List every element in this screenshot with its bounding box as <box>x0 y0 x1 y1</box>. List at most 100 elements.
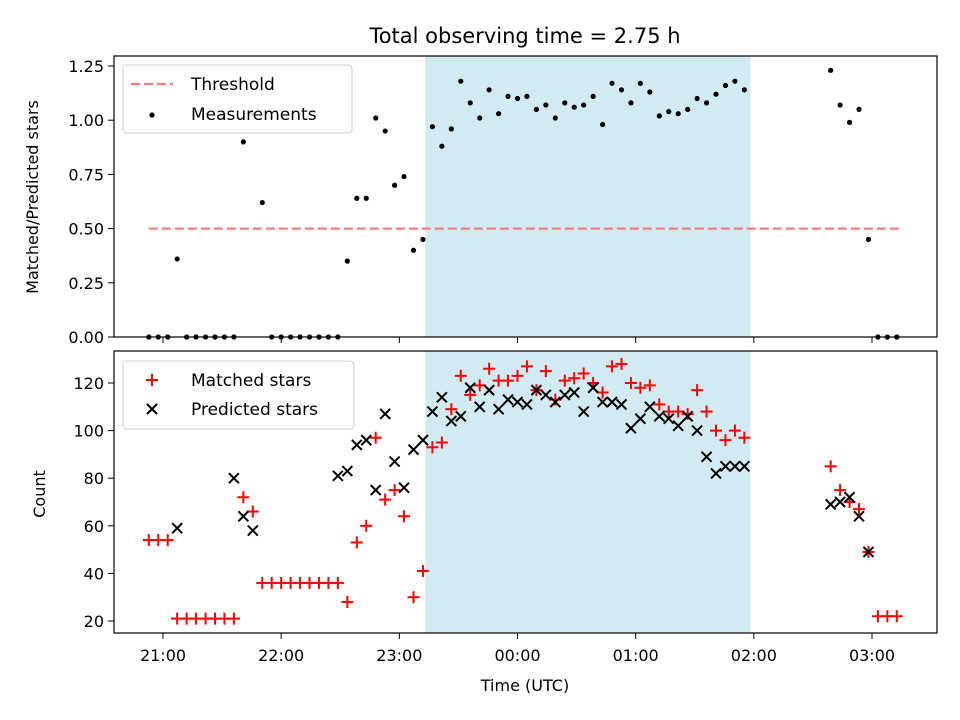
predicted-star-point <box>843 491 856 503</box>
measurement-point <box>543 102 549 108</box>
measurement-point <box>837 102 843 108</box>
measurement-point <box>722 82 729 89</box>
measurement-point <box>495 111 502 117</box>
measurement-point <box>675 111 681 117</box>
bottom-x-tick-label: 02:00 <box>731 646 777 665</box>
top-y-tick-label: 0.50 <box>68 220 104 239</box>
matched-star-point <box>379 493 392 506</box>
bottom-y-tick-label: 120 <box>73 374 104 393</box>
predicted-star-point <box>577 405 590 418</box>
measurement-point <box>828 67 834 73</box>
predicted-star-point <box>247 524 259 537</box>
matched-star-point <box>502 374 515 387</box>
predicted-star-point <box>559 389 571 401</box>
matched-star-point <box>710 424 723 437</box>
predicted-star-point <box>455 410 467 423</box>
measurement-point <box>647 89 653 95</box>
matched-star-point <box>890 610 903 623</box>
matched-star-point <box>360 519 373 532</box>
measurement-point <box>685 106 691 112</box>
top-axes-frame <box>113 55 938 338</box>
bottom-y-axis-label: Count <box>30 470 49 518</box>
predicted-star-point <box>351 439 363 451</box>
matched-star-point <box>558 374 571 387</box>
measurement-point <box>382 128 388 134</box>
matched-star-point <box>331 576 344 589</box>
top-shaded-span <box>425 56 751 337</box>
predicted-star-point <box>483 384 495 396</box>
predicted-star-point <box>596 396 609 408</box>
matched-star-point <box>407 591 420 604</box>
predicted-star-point <box>369 484 382 496</box>
measurement-point <box>439 143 445 149</box>
measurement-point <box>240 139 246 145</box>
predicted-star-point <box>341 465 354 477</box>
matched-star-point <box>834 484 847 497</box>
figure-title: Total observing time = 2.75 h <box>368 24 680 48</box>
bottom-x-tick-label: 21:00 <box>140 646 186 665</box>
matched-star-point <box>728 424 741 437</box>
bottom-y-tick-label: 100 <box>73 422 104 441</box>
measurement-point <box>533 106 540 112</box>
top-x-axis <box>162 337 873 343</box>
matched-star-point <box>161 534 174 547</box>
predicted-star-point <box>445 415 458 427</box>
measurement-point <box>656 113 662 119</box>
predicted-star-point <box>634 412 647 425</box>
bottom-x-tick-label: 03:00 <box>849 646 895 665</box>
top-y-tick-label: 0.25 <box>68 274 104 293</box>
matched-star-point <box>398 510 411 523</box>
matched-star-point <box>606 360 619 373</box>
measurement-point <box>732 78 738 84</box>
bottom-x-axis: 21:00 22:00 23:00 00:00 01:00 02:00 03:00 <box>140 633 895 665</box>
matched-star-point <box>227 612 240 625</box>
matched-star-point <box>719 434 732 447</box>
bottom-y-tick-label: 80 <box>84 469 104 488</box>
measurement-point <box>448 126 454 132</box>
predicted-star-point <box>853 510 865 522</box>
predicted-star-point <box>521 398 533 411</box>
matched-star-point <box>473 379 486 392</box>
matched-star-point <box>416 565 429 578</box>
top-panel: 0.00 0.25 0.50 0.75 1.00 1.25 Matched/Predict… <box>23 55 938 347</box>
matched-star-point <box>539 365 552 378</box>
matched-star-point <box>464 388 477 401</box>
legend-predicted-swatch <box>146 403 158 415</box>
predicted-star-point <box>663 412 675 425</box>
bottom-panel: 20 40 60 80 100 120 21:00 22:00 23:00 00:00 01:00… <box>30 350 938 695</box>
measurement-point <box>694 95 700 102</box>
predicted-star-point <box>568 386 580 399</box>
bottom-shaded-span <box>425 351 751 633</box>
matched-star-point <box>388 484 401 497</box>
predicted-star-point <box>492 403 505 415</box>
predicted-star-point <box>473 401 486 413</box>
legend-predicted-label: Predicted stars <box>191 400 318 420</box>
bottom-x-tick-label: 22:00 <box>258 646 304 665</box>
matched-star-point <box>454 369 467 382</box>
predicted-star-point <box>691 424 703 437</box>
measurement-point <box>420 236 426 243</box>
predicted-star-point <box>502 393 514 406</box>
predicted-star-point <box>436 391 448 403</box>
predicted-star-point <box>549 396 562 408</box>
matched-star-point <box>624 377 637 389</box>
predicted-star-point <box>738 460 751 473</box>
measurement-point <box>856 106 862 112</box>
measurement-point <box>599 121 606 128</box>
matched-star-point <box>549 393 562 406</box>
predicted-star-point <box>417 434 429 446</box>
bottom-x-tick-label: 23:00 <box>376 646 422 665</box>
predicted-star-point <box>379 408 391 420</box>
matched-star-point <box>700 405 713 418</box>
measurement-point <box>429 124 436 130</box>
predicted-star-point <box>407 443 420 456</box>
measurement-point <box>458 78 464 84</box>
matched-star-point <box>445 403 458 416</box>
measurement-point <box>524 93 530 99</box>
matched-star-point <box>738 431 751 444</box>
measurement-point <box>637 80 643 86</box>
predicted-star-point <box>511 396 524 408</box>
bottom-y-tick-label: 20 <box>84 612 104 631</box>
matched-star-point <box>615 357 628 370</box>
